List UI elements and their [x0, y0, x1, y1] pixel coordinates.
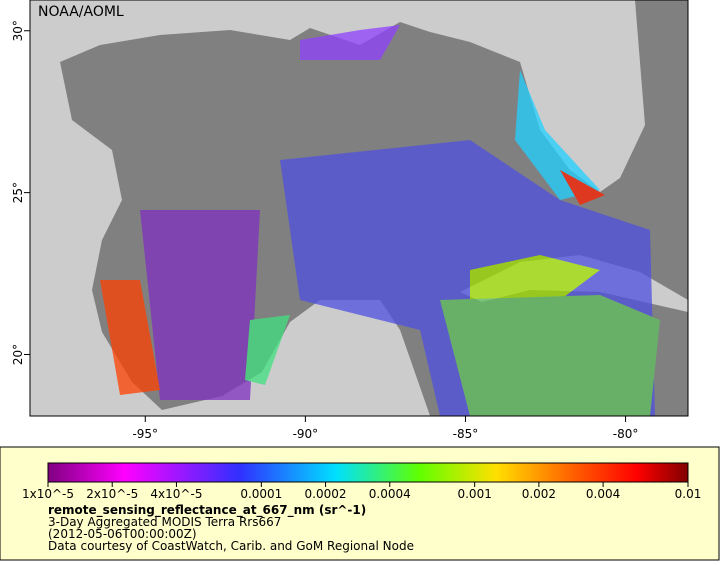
plot-frame [29, 0, 689, 417]
colorbar-tick-label: 1x10^-5 [22, 487, 74, 501]
legend-time: (2012-05-06T00:00:00Z) [48, 527, 197, 541]
x-tick-label: -95° [132, 427, 158, 441]
colorbar-tick-label: 2x10^-5 [86, 487, 138, 501]
y-tick-label: 20° [11, 344, 25, 365]
x-tick-label: -80° [613, 427, 639, 441]
x-tick-label: -85° [453, 427, 479, 441]
legend-variable: remote_sensing_reflectance_at_667_nm (sr… [48, 503, 366, 518]
credit: NOAA/AOML [38, 4, 124, 20]
colorbar-tick-label: 0.01 [675, 487, 702, 501]
colorbar [47, 462, 689, 483]
map [30, 0, 688, 416]
data-coverage [100, 25, 660, 416]
colorbar-tick-label: 4x10^-5 [150, 487, 202, 501]
colorbar-tick-label: 0.0001 [240, 487, 282, 501]
y-tick-label: 30° [11, 20, 25, 41]
colorbar-tick-label: 0.002 [522, 487, 556, 501]
legend-courtesy: Data courtesy of CoastWatch, Carib. and … [48, 539, 414, 553]
colorbar-tick-label: 0.004 [586, 487, 620, 501]
y-tick-label: 25° [11, 182, 25, 203]
legend-dataset: 3-Day Aggregated MODIS Terra Rrs667 [48, 515, 281, 529]
colorbar-tick-label: 0.001 [457, 487, 491, 501]
yucatan [290, 300, 430, 416]
colorbar-tick-label: 0.0004 [369, 487, 411, 501]
colorbar-tick-label: 0.0002 [305, 487, 347, 501]
x-tick-label: -90° [293, 427, 319, 441]
